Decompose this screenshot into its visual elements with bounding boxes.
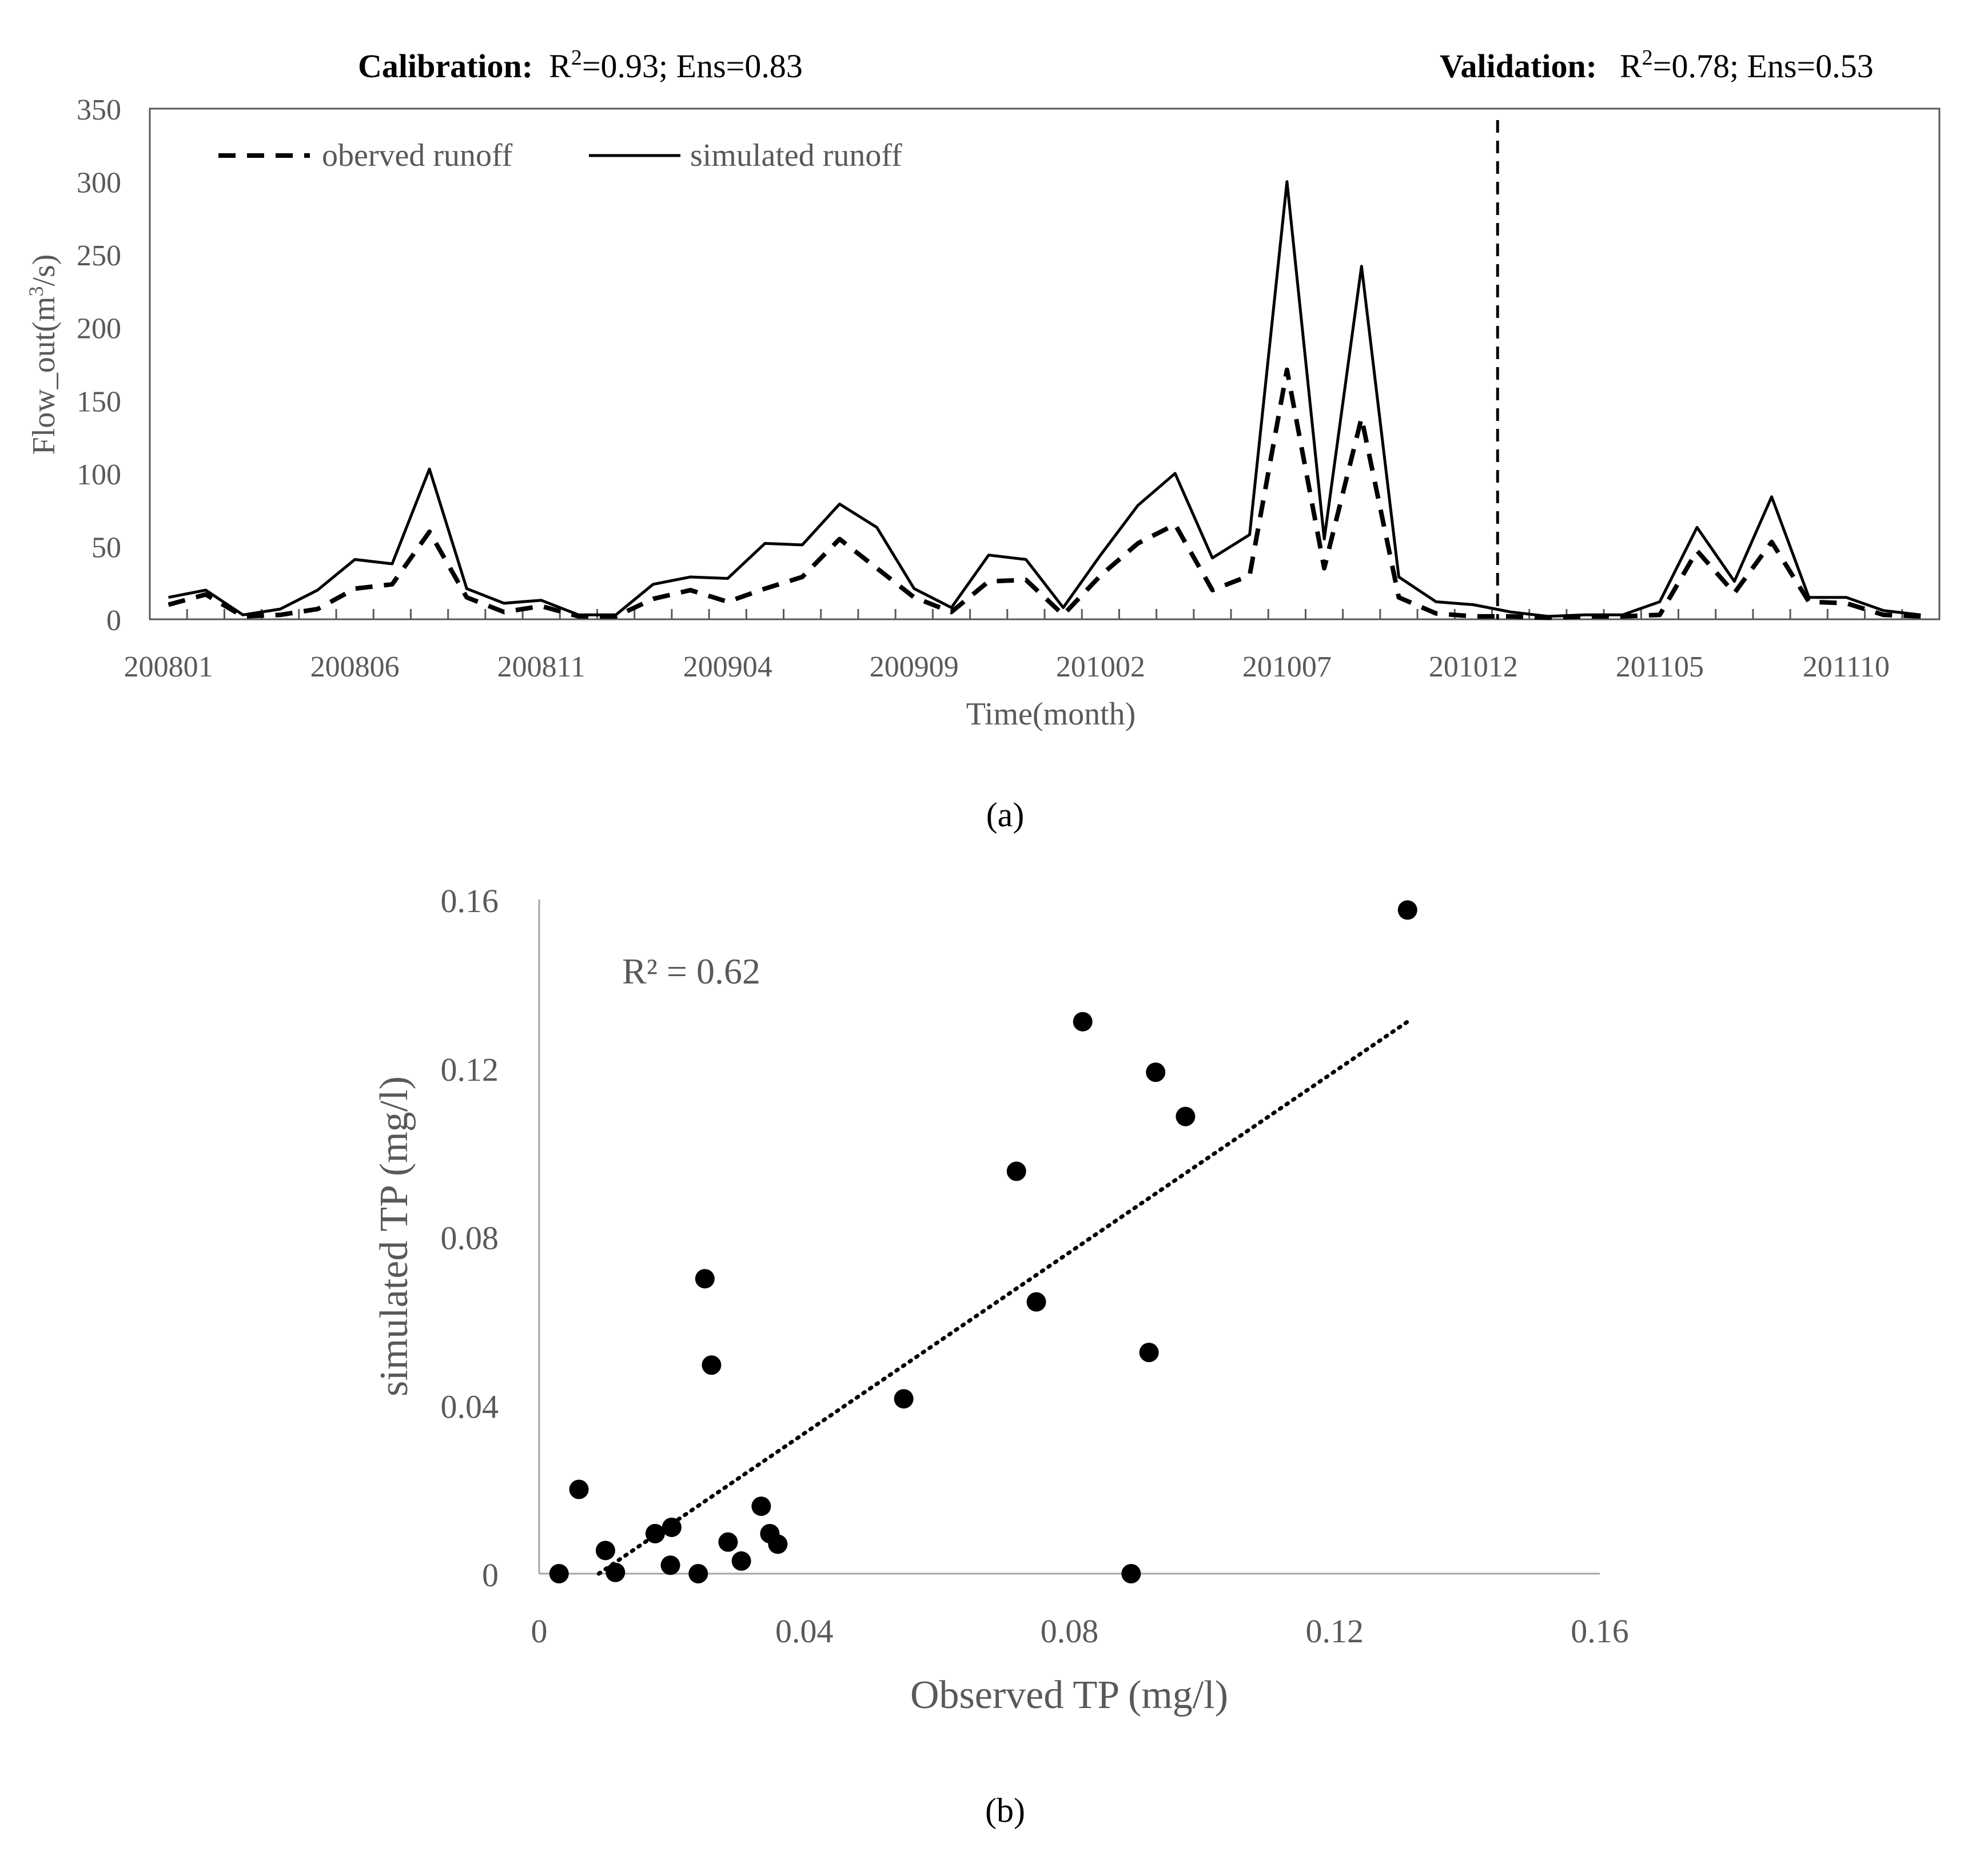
y-axis-label: Flow_out(m3/s)	[25, 254, 62, 455]
scatter-point	[569, 1479, 589, 1499]
y-tick-label: 50	[91, 531, 121, 564]
x-tick-label: 201105	[1616, 651, 1704, 683]
x-tick-label: 0.04	[775, 1613, 834, 1650]
x-tick-label: 200806	[310, 651, 400, 683]
scatter-point	[1139, 1343, 1159, 1363]
legend-observed-label: oberved runoff	[322, 138, 513, 173]
y-tick-label: 0.08	[441, 1220, 499, 1257]
scatter-point	[731, 1551, 751, 1571]
panel-b-label: (b)	[985, 1792, 1025, 1829]
x-axis-label: Time(month)	[966, 696, 1136, 732]
scatter-point	[1006, 1161, 1026, 1181]
scatter-point	[718, 1532, 738, 1552]
calibration-stats: Calibration: R2=0.93; Ens=0.83	[358, 46, 803, 85]
scatter-point	[702, 1355, 722, 1375]
x-tick-label: 201110	[1803, 651, 1890, 683]
scatter-point	[1146, 1062, 1166, 1082]
validation-label: Validation:	[1440, 47, 1597, 85]
scatter-point	[1121, 1564, 1141, 1583]
x-axis-label: Observed TP (mg/l)	[910, 1673, 1228, 1717]
y-tick-label: 100	[77, 459, 121, 491]
x-tick-label: 0.12	[1306, 1613, 1364, 1650]
x-tick-label: 0.08	[1041, 1613, 1099, 1650]
scatter-point	[695, 1269, 715, 1289]
simulated-runoff-line	[168, 180, 1921, 618]
panel-a-label: (a)	[986, 796, 1025, 834]
r-squared-annotation: R² = 0.62	[622, 951, 760, 992]
x-tick-label: 201002	[1056, 651, 1145, 683]
x-tick-label: 0	[531, 1613, 548, 1650]
legend-simulated-label: simulated runoff	[690, 138, 902, 173]
scatter-point	[605, 1562, 626, 1582]
x-tick-label: 201012	[1429, 651, 1518, 683]
observed-runoff-line	[168, 367, 1921, 620]
y-tick-label: 150	[77, 385, 121, 418]
calibration-label: Calibration:	[358, 47, 533, 85]
trendline	[596, 1020, 1410, 1576]
scatter-point	[751, 1496, 771, 1516]
scatter-point	[662, 1517, 682, 1537]
scatter-point	[1176, 1106, 1196, 1126]
x-tick-label: 200909	[870, 651, 959, 683]
scatter-point	[1026, 1292, 1046, 1312]
y-tick-label: 0	[482, 1557, 499, 1594]
x-tick-label: 200801	[124, 651, 213, 683]
y-tick-label: 300	[77, 167, 121, 200]
y-tick-label: 0.12	[441, 1051, 499, 1088]
tp-scatter-chart: 0 0.04 0.08 0.12 0.16 0 0.04 0.08 0.12 0.16 R² = …	[372, 882, 1629, 1829]
scatter-point	[645, 1523, 665, 1543]
validation-stats: Validation: R2=0.78; Ens=0.53	[1440, 46, 1874, 85]
legend: oberved runoff simulated runoff	[218, 138, 902, 173]
x-tick-label: 201007	[1242, 651, 1332, 683]
x-tick-label: 200811	[497, 651, 585, 683]
y-tick-label: 0.04	[441, 1388, 499, 1425]
runoff-chart: Calibration: R2=0.93; Ens=0.83 Validation…	[25, 46, 1941, 834]
scatter-point	[768, 1534, 788, 1554]
y-tick-label: 0.16	[441, 882, 499, 919]
plot-area-frame	[149, 108, 1941, 620]
x-tick-label: 0.16	[1571, 1613, 1629, 1650]
scatter-point	[1073, 1012, 1093, 1032]
y-tick-label: 350	[77, 94, 121, 126]
scatter-point	[688, 1564, 708, 1583]
scatter-point	[1397, 900, 1417, 920]
y-tick-label: 0	[106, 604, 121, 637]
scatter-point	[894, 1389, 914, 1409]
y-tick-label: 250	[77, 240, 121, 272]
y-axis-label: simulated TP (mg/l)	[372, 1076, 416, 1396]
scatter-point	[595, 1540, 615, 1561]
scatter-point	[549, 1564, 569, 1583]
scatter-point	[660, 1555, 680, 1575]
x-tick-label: 200904	[683, 651, 772, 683]
y-tick-label: 200	[77, 313, 121, 345]
